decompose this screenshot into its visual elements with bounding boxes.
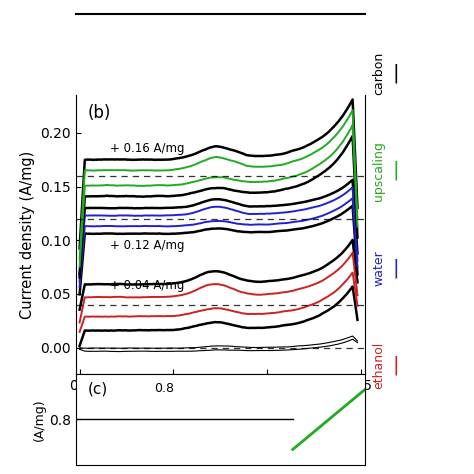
Y-axis label: Current density (A/mg): Current density (A/mg): [20, 151, 35, 319]
Text: + 0.12 A/mg: + 0.12 A/mg: [109, 239, 184, 252]
Text: upscaling: upscaling: [372, 141, 385, 201]
X-axis label: Potential vs. RHE (V): Potential vs. RHE (V): [142, 399, 299, 414]
Text: (c): (c): [87, 382, 108, 397]
Text: + 0.04 A/mg: + 0.04 A/mg: [109, 279, 184, 292]
Text: carbon: carbon: [372, 52, 385, 95]
Text: 0.8: 0.8: [154, 382, 174, 395]
Text: |: |: [392, 161, 399, 181]
Text: ethanol: ethanol: [372, 341, 385, 389]
Text: |: |: [392, 64, 399, 83]
Text: water: water: [372, 250, 385, 286]
X-axis label: 2 Theta (°): 2 Theta (°): [179, 124, 262, 139]
Text: |: |: [392, 258, 399, 278]
Text: |: |: [392, 355, 399, 375]
Y-axis label: (A/mg): (A/mg): [33, 398, 46, 441]
Text: + 0.16 A/mg: + 0.16 A/mg: [109, 143, 184, 155]
Text: (b): (b): [87, 104, 111, 122]
